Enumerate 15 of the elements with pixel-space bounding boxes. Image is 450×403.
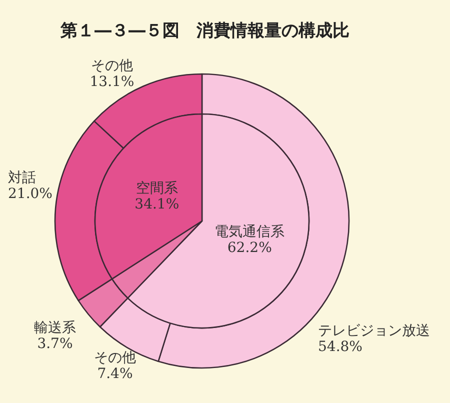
slice-label: 対話 <box>8 170 36 186</box>
data-label: 3.7% <box>37 336 73 352</box>
data-label: 34.1% <box>134 196 180 212</box>
slice-label: その他 <box>91 58 133 74</box>
data-label: 13.1% <box>90 74 134 90</box>
data-label: 7.4% <box>97 366 133 382</box>
slice-label: 電気通信系 <box>214 224 285 240</box>
data-label: 62.2% <box>227 240 272 256</box>
slice-label: その他 <box>94 350 136 366</box>
chart-title: 第１―３―５図 消費情報量の構成比 <box>60 21 350 41</box>
slice-label: 輸送系 <box>34 320 76 336</box>
slice-label: テレビジョン放送 <box>318 323 430 339</box>
slice-label: 空間系 <box>136 180 178 196</box>
data-label: 21.0% <box>8 186 52 202</box>
data-label: 54.8% <box>318 339 362 355</box>
